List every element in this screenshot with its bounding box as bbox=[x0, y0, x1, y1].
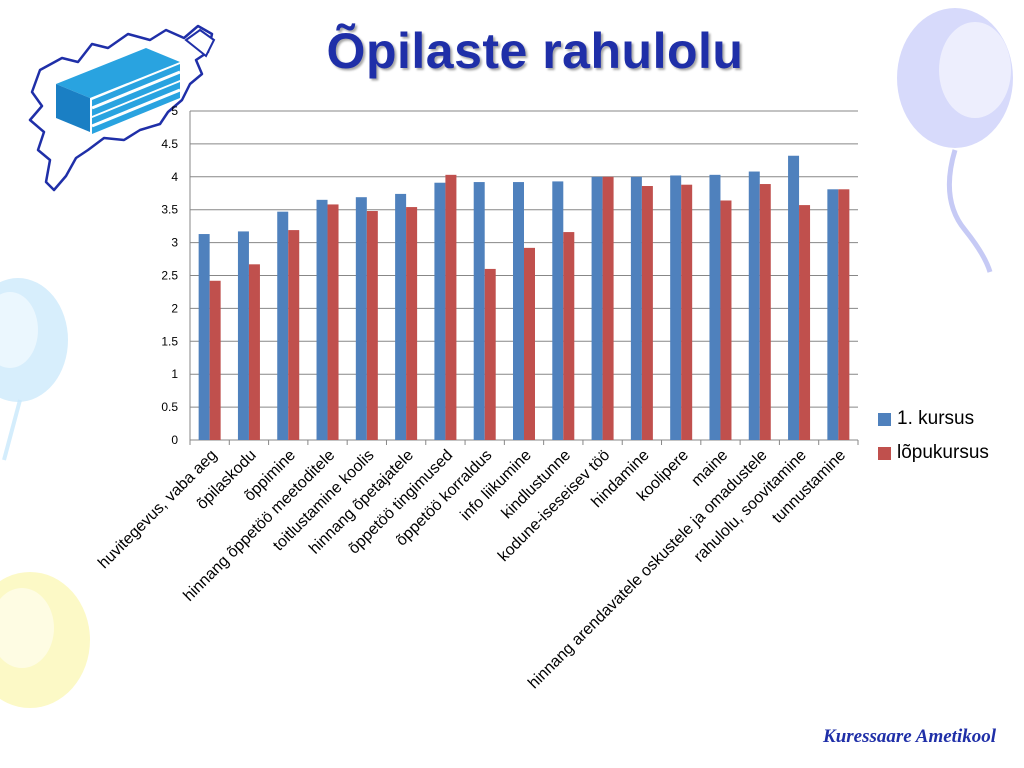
bar-1-kursus-14 bbox=[748, 171, 760, 440]
bar-1-kursus-7 bbox=[473, 182, 485, 440]
y-axis-ticks: 0 0.5 1 1.5 2 2.5 3 3.5 4 4.5 5 bbox=[161, 104, 178, 447]
bars bbox=[198, 155, 850, 441]
bar-1-kursus-11 bbox=[630, 176, 642, 441]
bar-1-kursus-16 bbox=[827, 189, 839, 440]
y-tick-label: 4 bbox=[171, 170, 178, 184]
y-tick-label: 4.5 bbox=[161, 137, 178, 151]
footer-school-name: Kuressaare Ametikool bbox=[823, 726, 996, 747]
y-tick-label: 1 bbox=[171, 367, 178, 381]
bar-lopukursus-2 bbox=[288, 230, 300, 440]
y-tick-label: 5 bbox=[171, 104, 178, 118]
saaremaa-map-logo bbox=[28, 24, 216, 192]
bar-1-kursus-9 bbox=[552, 181, 564, 440]
bar-lopukursus-0 bbox=[209, 280, 221, 440]
bar-1-kursus-3 bbox=[316, 199, 328, 440]
x-axis-ticks: huvitegevus, vaba aegõpilaskoduõppimineh… bbox=[95, 440, 859, 692]
bar-lopukursus-14 bbox=[759, 184, 771, 440]
legend-swatch-1-kursus bbox=[878, 412, 891, 426]
bar-1-kursus-10 bbox=[591, 176, 603, 441]
bar-lopukursus-4 bbox=[366, 211, 378, 440]
legend-label-1-kursus: 1. kursus bbox=[897, 408, 975, 429]
bar-lopukursus-8 bbox=[524, 247, 535, 440]
y-tick-label: 2.5 bbox=[161, 269, 178, 283]
bar-lopukursus-11 bbox=[641, 186, 653, 440]
bar-1-kursus-4 bbox=[355, 197, 367, 440]
bar-1-kursus-1 bbox=[237, 231, 249, 440]
bar-lopukursus-1 bbox=[248, 264, 260, 440]
bar-lopukursus-12 bbox=[681, 184, 693, 440]
chart-legend: 1. kursus lõpukursus bbox=[878, 402, 989, 470]
balloon-decoration bbox=[0, 8, 1013, 708]
bar-1-kursus-6 bbox=[434, 182, 446, 441]
y-tick-label: 2 bbox=[171, 301, 178, 315]
bar-lopukursus-6 bbox=[445, 174, 457, 441]
y-tick-label: 3.5 bbox=[161, 203, 178, 217]
bar-1-kursus-0 bbox=[198, 234, 210, 440]
bar-1-kursus-5 bbox=[395, 193, 407, 440]
legend-item-lopukursus: lõpukursus bbox=[878, 436, 989, 470]
bar-lopukursus-7 bbox=[484, 268, 496, 440]
y-tick-label: 3 bbox=[171, 236, 178, 250]
y-tick-label: 0.5 bbox=[161, 400, 178, 414]
bar-1-kursus-2 bbox=[277, 211, 289, 440]
legend-label-lopukursus: lõpukursus bbox=[897, 442, 989, 463]
legend-item-1-kursus: 1. kursus bbox=[878, 402, 989, 436]
bar-1-kursus-15 bbox=[788, 155, 800, 440]
bar-lopukursus-16 bbox=[838, 189, 850, 440]
bar-lopukursus-9 bbox=[563, 232, 575, 440]
bar-1-kursus-13 bbox=[709, 174, 721, 441]
y-tick-label: 1.5 bbox=[161, 334, 178, 348]
legend-swatch-lopukursus bbox=[878, 446, 891, 460]
bar-lopukursus-10 bbox=[602, 176, 614, 441]
bar-lopukursus-5 bbox=[406, 207, 418, 440]
bar-1-kursus-8 bbox=[513, 182, 524, 440]
bar-lopukursus-15 bbox=[799, 205, 811, 440]
bar-lopukursus-13 bbox=[720, 200, 732, 440]
y-tick-label: 0 bbox=[171, 433, 178, 447]
bar-1-kursus-12 bbox=[670, 175, 682, 440]
slide-title: Õpilaste rahulolu bbox=[326, 23, 744, 79]
bar-lopukursus-3 bbox=[327, 204, 339, 440]
